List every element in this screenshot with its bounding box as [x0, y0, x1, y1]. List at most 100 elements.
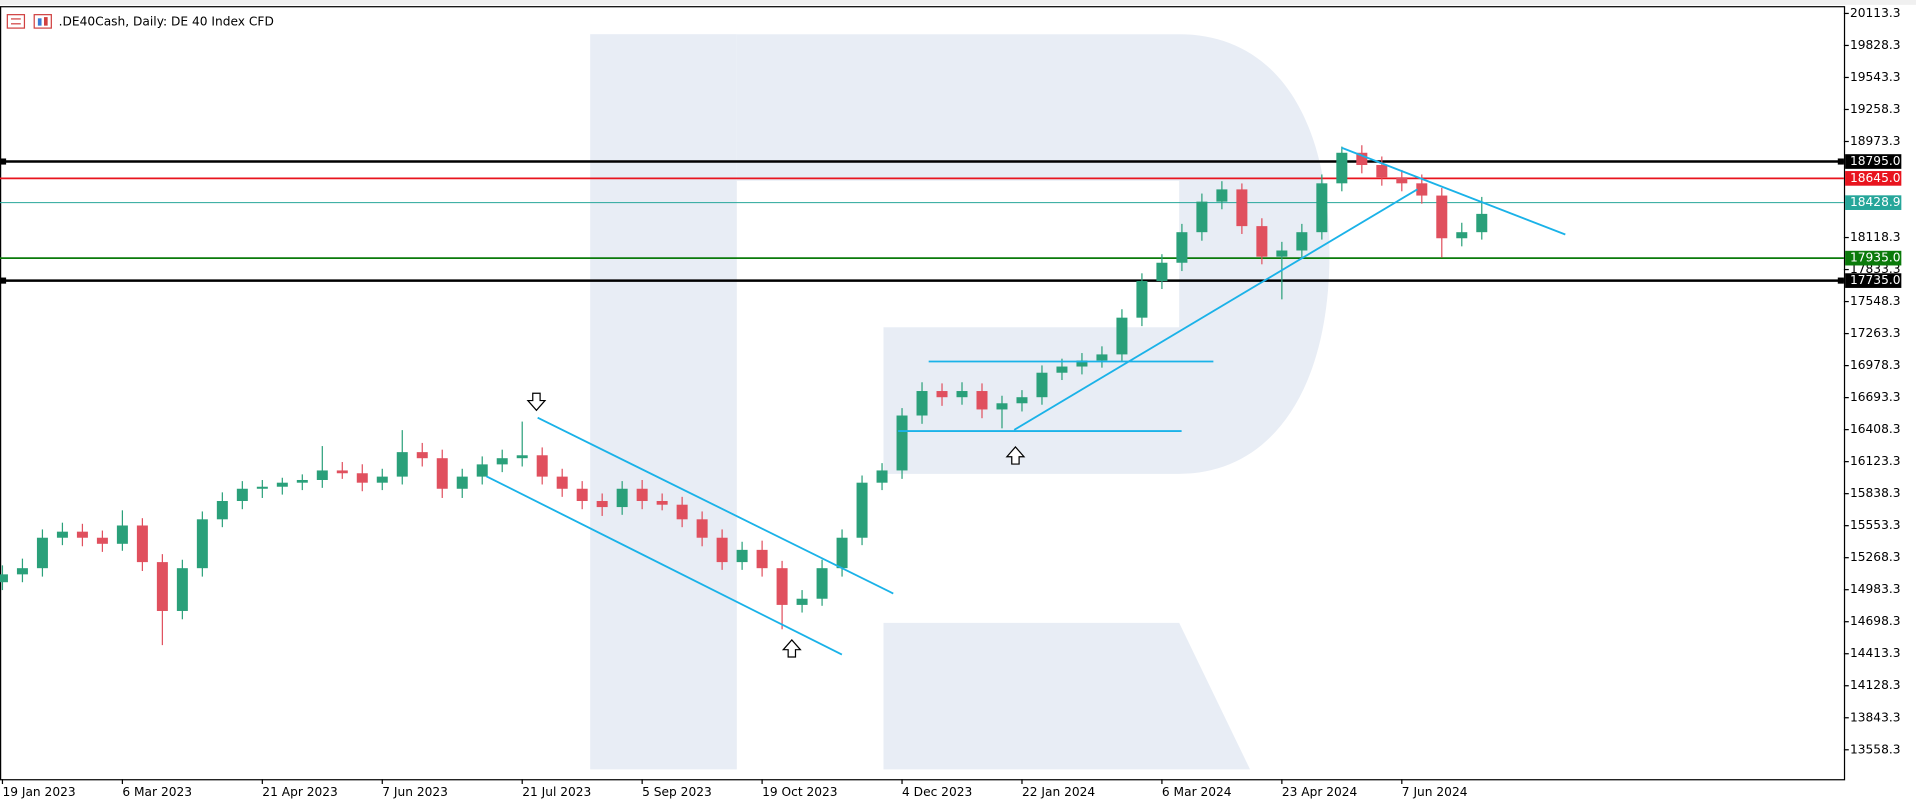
- candle-body: [1096, 354, 1108, 361]
- candle-body: [636, 488, 648, 501]
- level-label-box: [1845, 273, 1902, 288]
- watermark-stem: [590, 34, 737, 770]
- candle-body: [876, 470, 888, 483]
- y-tick-label: 17833.3: [1850, 262, 1900, 276]
- candle-body: [976, 391, 988, 410]
- watermark-leg: [883, 622, 1251, 770]
- candle-body: [656, 500, 668, 505]
- candle-body: [1476, 213, 1488, 233]
- candle-body: [196, 519, 208, 569]
- y-tick-label: 17548.3: [1850, 294, 1900, 308]
- plot-frame: [0, 6, 1846, 781]
- candle-body: [596, 500, 608, 508]
- y-tick-label: 14413.3: [1850, 646, 1900, 660]
- candle-body: [1356, 152, 1368, 166]
- candle-body: [696, 519, 708, 538]
- arrows: [526, 392, 1026, 658]
- y-tick-label: 16123.3: [1850, 454, 1900, 468]
- level-label: 18645.0: [1850, 171, 1900, 185]
- candle-body: [756, 549, 768, 569]
- y-tick-label: 16693.3: [1850, 390, 1900, 404]
- y-tick-label: 18118.3: [1850, 230, 1900, 244]
- x-tick-label: 5 Sep 2023: [642, 785, 712, 799]
- candle-body: [496, 458, 508, 465]
- channel-lower: [485, 475, 843, 656]
- candle-body: [1176, 232, 1188, 263]
- candle-body: [1456, 232, 1468, 239]
- y-tick-label: 13558.3: [1850, 742, 1900, 756]
- candle-body: [936, 391, 948, 398]
- level-label-box: [1845, 171, 1902, 186]
- candle-body: [136, 525, 148, 563]
- icon-chart: [33, 14, 52, 29]
- candle-body: [856, 482, 868, 538]
- candle-body: [676, 504, 688, 520]
- x-tick-label: 19 Oct 2023: [762, 785, 837, 799]
- arrow-up: [781, 638, 802, 658]
- candle-body: [476, 464, 488, 477]
- arrow-up: [1005, 446, 1026, 465]
- candle-body: [1436, 195, 1448, 239]
- candle-body: [996, 403, 1008, 410]
- y-tick-label: 14128.3: [1850, 678, 1900, 692]
- header-icons: [6, 14, 52, 29]
- candle-body: [436, 458, 448, 489]
- level-label: 18428.9: [1850, 195, 1900, 209]
- y-tick-label: 13843.3: [1850, 710, 1900, 724]
- candle-body: [1296, 232, 1308, 251]
- x-tick-label: 21 Apr 2023: [262, 785, 337, 799]
- x-tick-label: 4 Dec 2023: [902, 785, 972, 799]
- x-tick-label: 6 Mar 2023: [122, 785, 192, 799]
- level-handle: [1837, 158, 1844, 165]
- candle-body: [836, 537, 848, 569]
- rising-line: [1013, 188, 1418, 431]
- y-tick-label: 19258.3: [1850, 102, 1900, 116]
- candle-body: [896, 415, 908, 471]
- candle-body: [416, 452, 428, 459]
- candle-body: [1136, 281, 1148, 318]
- candle-body: [1116, 317, 1128, 355]
- level-handle: [1837, 277, 1844, 284]
- candle-body: [1056, 366, 1068, 373]
- candle-body: [736, 549, 748, 563]
- x-tick-label: 21 Jul 2023: [522, 785, 591, 799]
- candle-body: [536, 455, 548, 477]
- candle-body: [1376, 165, 1388, 178]
- candle-body: [1256, 226, 1268, 257]
- candle-body: [36, 537, 48, 569]
- candle-body: [1196, 201, 1208, 233]
- candle-body: [156, 562, 168, 611]
- candle-body: [116, 525, 128, 544]
- x-tick-label: 6 Mar 2024: [1162, 785, 1232, 799]
- level-label-box: [1845, 250, 1902, 266]
- level-label: 18795.0: [1850, 154, 1900, 168]
- y-tick-label: 19543.3: [1850, 70, 1900, 84]
- level-label-box: [1845, 195, 1902, 210]
- arrow-down: [526, 392, 547, 412]
- candle-body: [0, 574, 8, 583]
- watermark: [590, 34, 1330, 770]
- candle-body: [516, 455, 528, 459]
- candle-body: [1156, 262, 1168, 282]
- candle-body: [216, 500, 228, 520]
- candle-body: [816, 568, 828, 599]
- candle-body: [336, 470, 348, 474]
- falling-line: [1341, 146, 1566, 236]
- y-tick-label: 14698.3: [1850, 614, 1900, 628]
- level-handle: [0, 277, 7, 284]
- candle-body: [56, 531, 68, 538]
- y-tick-label: 20113.3: [1850, 6, 1900, 20]
- toolbar-strip: [0, 0, 1916, 5]
- candle-body: [1316, 183, 1328, 233]
- candle-body: [796, 598, 808, 605]
- candle-body: [1416, 183, 1428, 196]
- candle-body: [576, 488, 588, 501]
- x-tick-label: 7 Jun 2024: [1402, 785, 1468, 799]
- candle-body: [1076, 360, 1088, 367]
- candle-body: [716, 537, 728, 563]
- level-label: 17935.0: [1850, 251, 1900, 265]
- candle-body: [956, 391, 968, 398]
- icon-bar: [43, 17, 48, 26]
